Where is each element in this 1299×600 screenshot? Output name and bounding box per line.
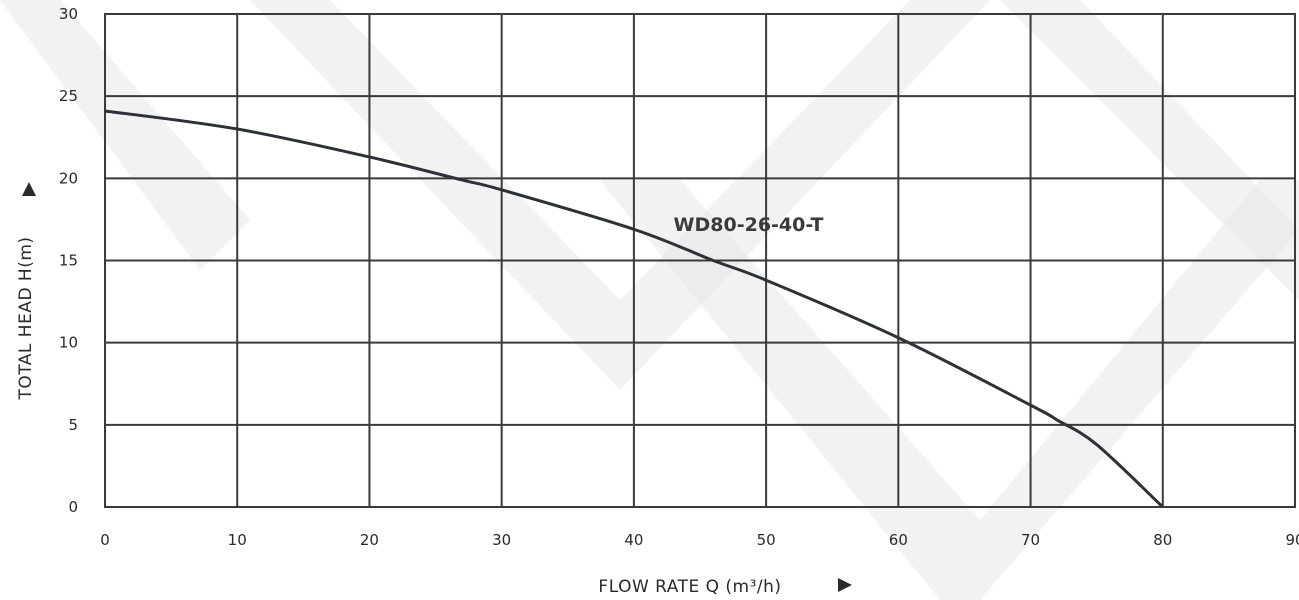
- watermark-shape: [0, 0, 250, 270]
- series-line: [104, 109, 1164, 509]
- y-tick-label: 25: [59, 87, 78, 105]
- x-axis-title: FLOW RATE Q (m³/h): [598, 577, 781, 597]
- x-tick-label: 80: [1153, 531, 1172, 549]
- x-tick-label: 60: [889, 531, 908, 549]
- x-axis-arrow-icon: [838, 578, 852, 592]
- series-layer: [104, 109, 1164, 509]
- y-tick-label: 10: [59, 334, 78, 352]
- annotations: WD80-26-40-T: [674, 214, 824, 236]
- y-axis-title: TOTAL HEAD H(m): [16, 236, 36, 400]
- x-tick-label: 30: [492, 531, 511, 549]
- x-tick-label: 70: [1021, 531, 1040, 549]
- x-tick-label: 10: [228, 531, 247, 549]
- tick-labels: 0 10 20 30 40 50 60 70 80 90 0 5 10 15 20 25 30: [59, 5, 1299, 549]
- plot-frame: [104, 13, 1296, 508]
- x-tick-label: 50: [757, 531, 776, 549]
- curve-label: WD80-26-40-T: [674, 214, 824, 236]
- watermark-shape: [250, 0, 990, 390]
- watermark-shape: [1000, 0, 1299, 300]
- y-tick-label: 15: [59, 252, 78, 270]
- y-axis-arrow-icon: [22, 182, 36, 196]
- x-tick-label: 20: [360, 531, 379, 549]
- y-tick-label: 0: [68, 498, 78, 516]
- x-tick-label: 40: [624, 531, 643, 549]
- y-tick-label: 20: [59, 169, 78, 187]
- x-tick-label: 90: [1285, 531, 1299, 549]
- x-tick-label: 0: [100, 531, 110, 549]
- watermark-shape: [600, 180, 1299, 600]
- y-tick-label: 5: [68, 416, 78, 434]
- y-tick-label: 30: [59, 5, 78, 23]
